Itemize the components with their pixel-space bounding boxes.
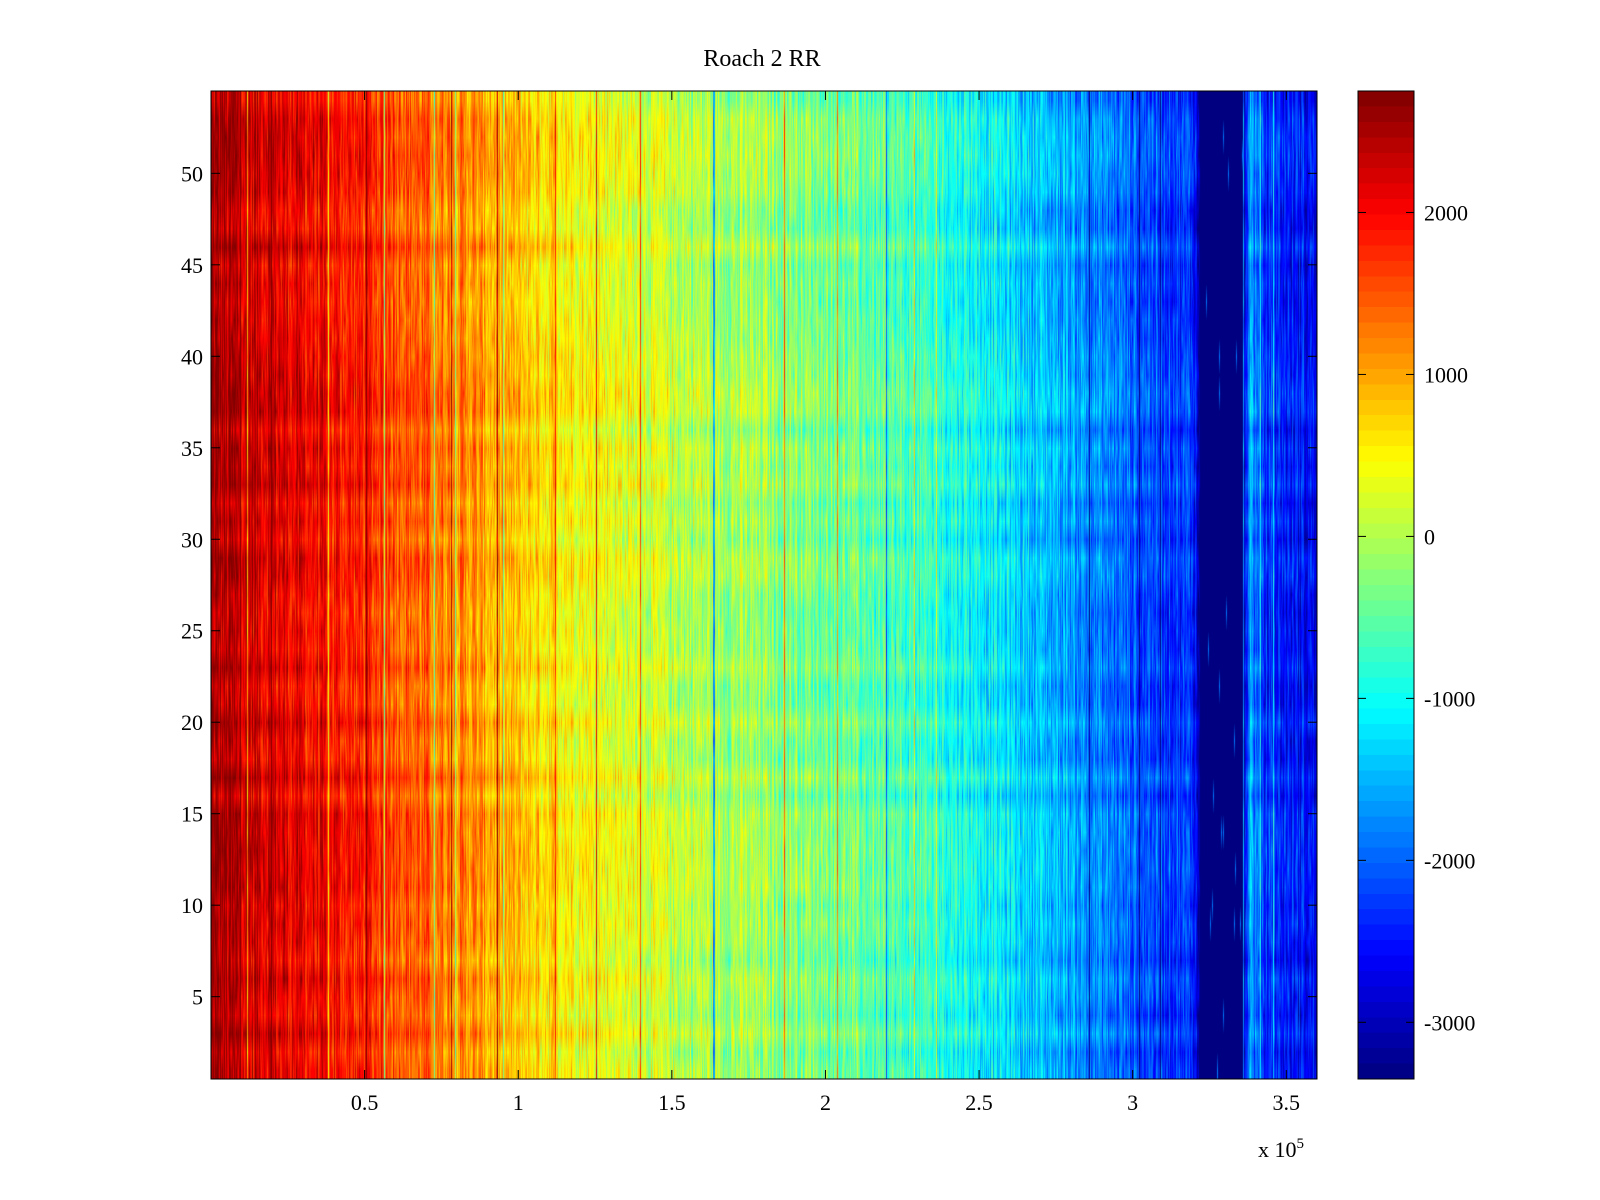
heatmap-image [211,91,1317,1079]
y-tick-label: 50 [181,161,203,186]
colorbar-tick-label: 2000 [1424,200,1468,225]
chart-title: Roach 2 RR [703,46,820,72]
x-tick-label: 3.5 [1273,1090,1301,1115]
y-tick-label: 20 [181,710,203,735]
colorbar-tick-label: -2000 [1424,848,1475,873]
y-axis: 5 10 15 20 25 30 35 40 45 50 [181,161,1317,1010]
y-tick-label: 45 [181,253,203,278]
y-tick-label: 35 [181,436,203,461]
y-tick-label: 25 [181,619,203,644]
colorbar-axis: 2000 1000 0 -1000 -2000 -3000 [1358,200,1475,1035]
x-tick-label: 2 [820,1090,831,1115]
x-exponent-power: 5 [1297,1136,1305,1152]
y-tick-label: 40 [181,344,203,369]
y-tick-label: 15 [181,802,203,827]
x-tick-label: 2.5 [965,1090,993,1115]
colorbar-tick-label: 1000 [1424,362,1468,387]
x-tick-label: 3 [1127,1090,1138,1115]
colorbar-tick-label: 0 [1424,524,1435,549]
colorbar-image [1358,91,1414,1079]
x-exponent-label: x 105 [1258,1136,1304,1162]
colorbar-tick-label: -3000 [1424,1010,1475,1035]
x-tick-label: 1.5 [658,1090,686,1115]
x-axis: 0.5 1 1.5 2 2.5 3 3.5 [351,91,1300,1115]
plot-frame [210,90,1318,1080]
y-tick-label: 5 [192,985,203,1010]
x-tick-label: 1 [513,1090,524,1115]
x-exponent-base: x 10 [1258,1137,1297,1162]
x-tick-label: 0.5 [351,1090,379,1115]
colorbar-tick-label: -1000 [1424,686,1475,711]
y-tick-label: 30 [181,527,203,552]
y-tick-label: 10 [181,893,203,918]
colorbar-frame [1357,90,1415,1080]
